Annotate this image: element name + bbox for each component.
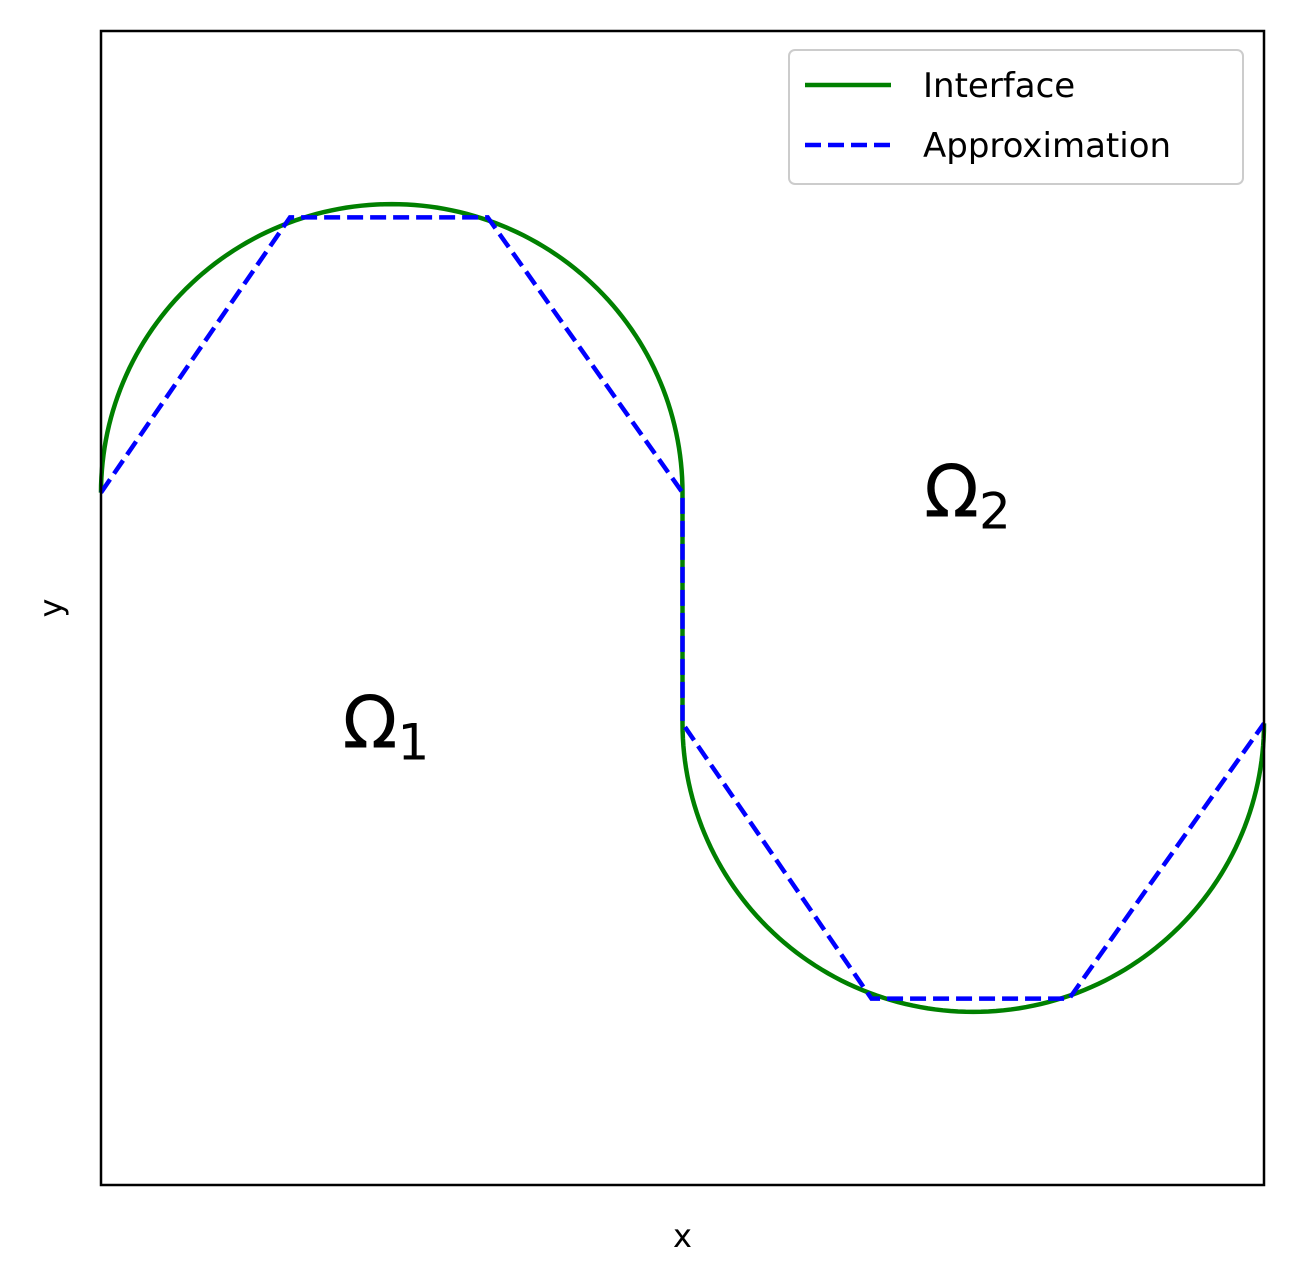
legend-label-interface: Interface [923, 66, 1075, 106]
x-axis-label: x [673, 1217, 692, 1255]
y-axis-label: y [32, 599, 70, 618]
region-label-omega-2: Ω2 [924, 450, 1011, 541]
series-approximation-line [99, 215, 1266, 1001]
legend-label-approximation: Approximation [923, 126, 1171, 166]
plot-area [98, 201, 1267, 1015]
series-interface-line [98, 201, 1267, 1015]
region-annotations: Ω1 Ω2 [342, 450, 1010, 772]
region-label-omega-1: Ω1 [342, 680, 429, 771]
legend-box [788, 49, 1244, 185]
plot-frame [99, 29, 1266, 1187]
legend: Interface Approximation [788, 49, 1244, 185]
